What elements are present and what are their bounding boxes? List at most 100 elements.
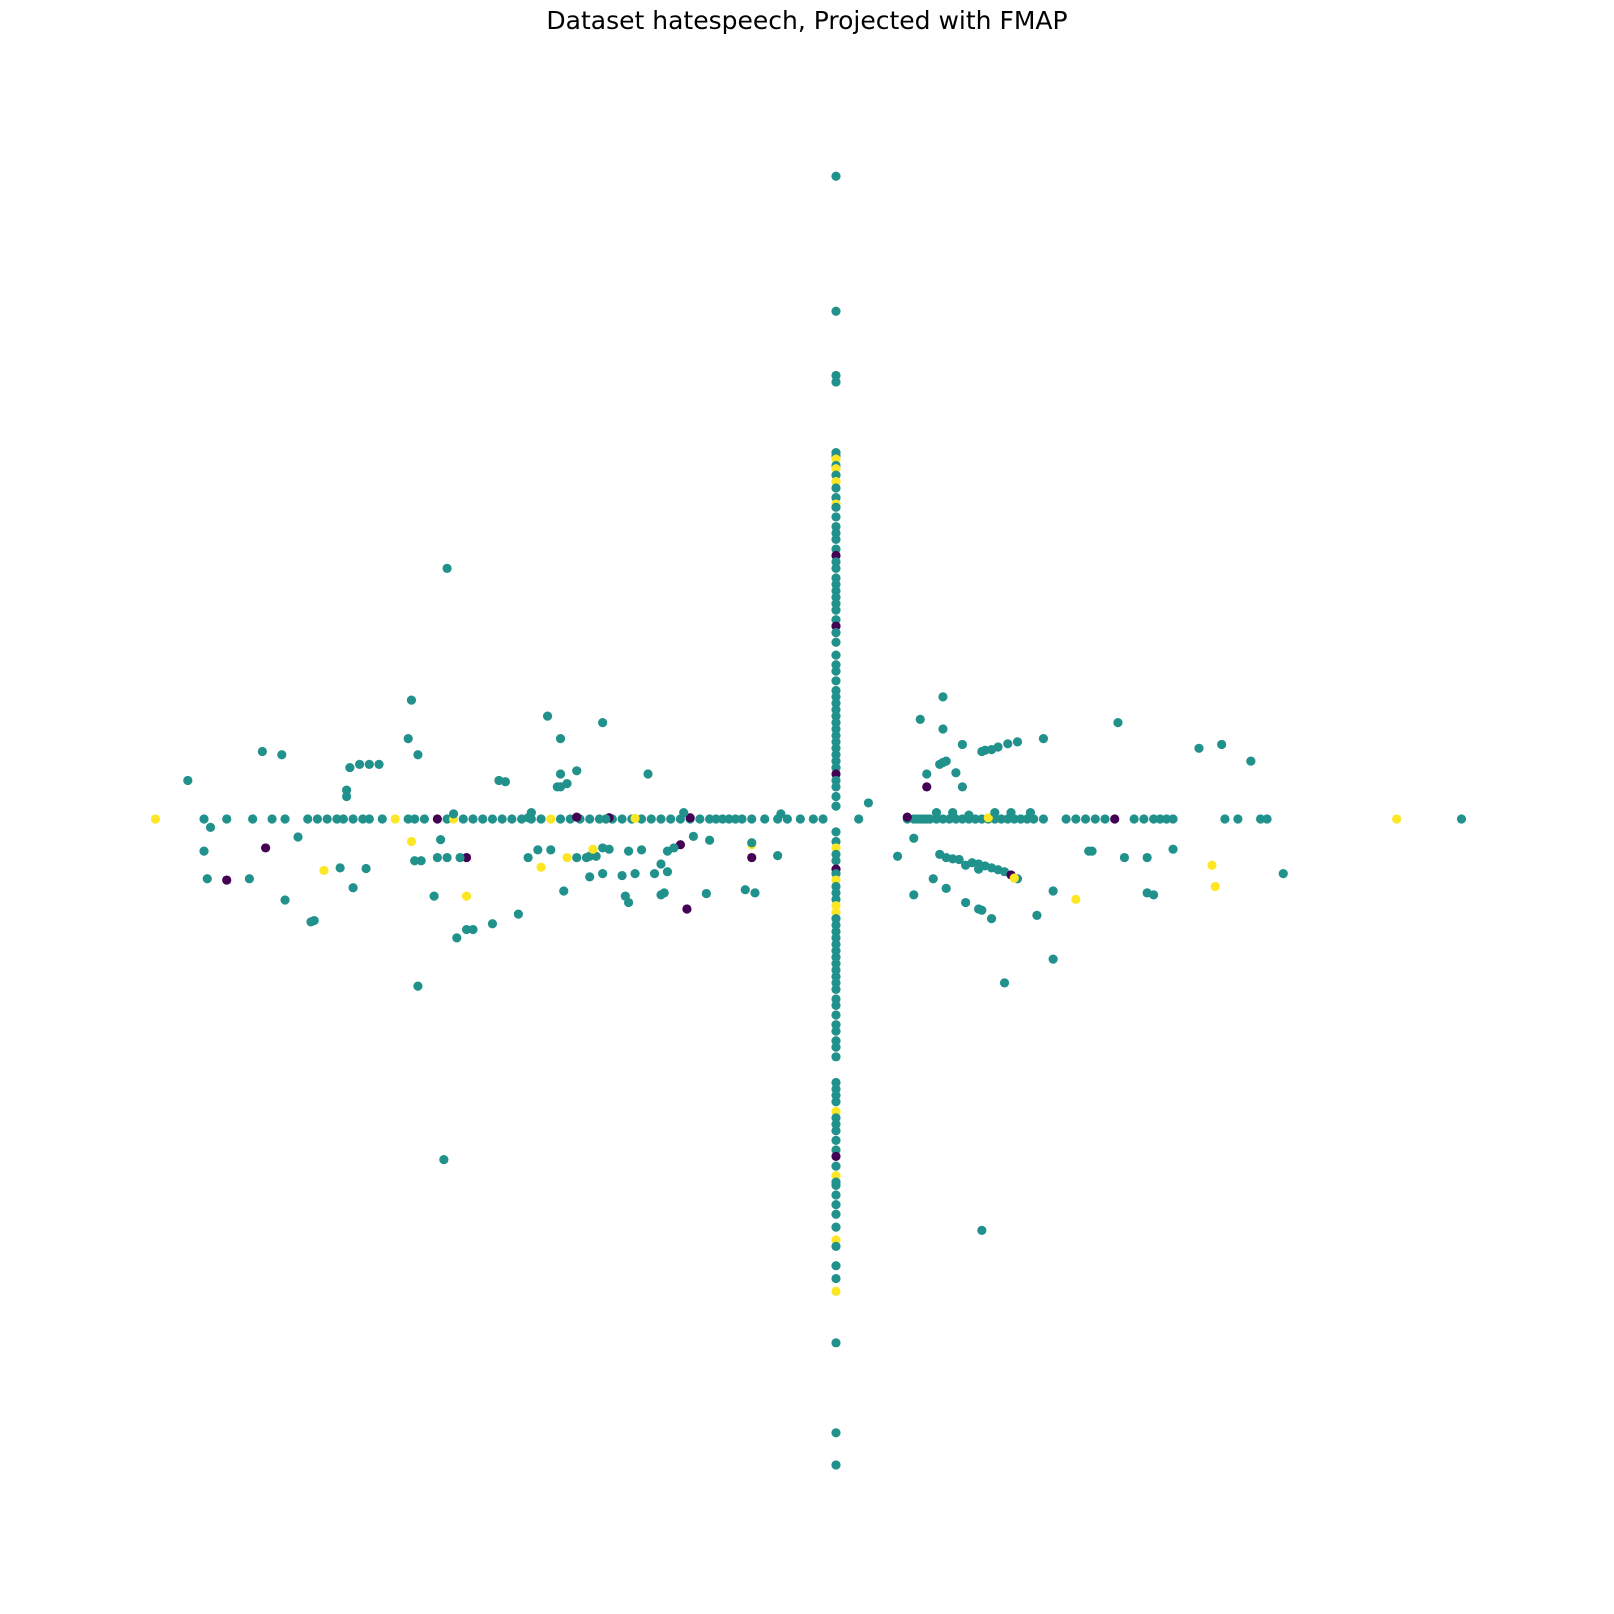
scatter-point: [1233, 814, 1243, 824]
scatter-point: [941, 883, 951, 894]
scatter-point: [205, 822, 216, 832]
scatter-point: [429, 891, 439, 901]
scatter-point: [572, 766, 582, 776]
scatter-point: [730, 814, 741, 824]
scatter-point: [202, 874, 212, 884]
scatter-point: [831, 534, 841, 545]
scatter-point: [455, 852, 465, 863]
scatter-point: [374, 759, 384, 769]
scatter-point: [938, 692, 948, 702]
scatter-point: [747, 814, 757, 824]
scatter-point: [831, 843, 841, 853]
scatter-point: [403, 814, 413, 824]
scatter-point: [1210, 881, 1220, 892]
scatter-point: [831, 1026, 841, 1036]
scatter-point: [974, 864, 984, 874]
scatter-point: [831, 1200, 841, 1210]
scatter-point: [931, 814, 942, 824]
scatter-point: [358, 814, 368, 824]
scatter-point: [1087, 846, 1097, 856]
scatter-point: [487, 814, 498, 824]
scatter-point: [831, 782, 841, 792]
scatter-point: [410, 856, 420, 866]
scatter-point: [1142, 852, 1152, 863]
scatter-point: [461, 852, 472, 863]
scatter-point: [306, 917, 316, 927]
scatter-point: [931, 807, 942, 818]
scatter-point: [199, 814, 209, 824]
scatter-point: [977, 905, 987, 915]
scatter-point: [406, 836, 417, 847]
scatter-point: [572, 812, 582, 822]
scatter-point: [348, 883, 358, 893]
scatter-point: [1129, 814, 1139, 824]
scatter-point: [831, 1222, 841, 1232]
scatter-point: [1110, 814, 1120, 824]
scatter-point: [280, 814, 290, 824]
scatter-point: [436, 834, 446, 845]
scatter-point: [831, 521, 841, 532]
scatter-point: [808, 814, 818, 824]
scatter-point: [831, 827, 841, 837]
scatter-point: [1149, 814, 1159, 824]
scatter-point: [555, 734, 566, 744]
scatter-point: [267, 814, 277, 824]
scatter-point: [410, 814, 420, 824]
scatter-point: [222, 875, 232, 885]
scatter-point: [951, 768, 961, 778]
scatter-point: [831, 1090, 841, 1100]
scatter-point: [831, 1209, 841, 1219]
scatter-point: [831, 1261, 841, 1271]
scatter-point: [1025, 807, 1036, 818]
scatter-point: [432, 814, 442, 824]
scatter-point: [831, 724, 841, 734]
scatter-point: [831, 550, 841, 561]
scatter-point: [831, 750, 841, 760]
scatter-point: [354, 759, 365, 769]
scatter-point: [1071, 894, 1081, 904]
scatter-point: [863, 798, 874, 808]
scatter-point: [222, 814, 232, 824]
scatter-point: [562, 852, 572, 863]
scatter-point: [747, 838, 757, 848]
scatter-point: [617, 814, 627, 824]
scatter-point: [630, 813, 640, 823]
scatter-point: [1016, 814, 1026, 824]
scatter-point: [831, 637, 841, 647]
scatter-point: [831, 971, 841, 982]
scatter-point: [818, 814, 828, 824]
scatter-point: [831, 939, 841, 949]
scatter-point: [649, 869, 660, 879]
scatter-point: [442, 563, 452, 573]
scatter-point: [630, 869, 640, 879]
scatter-point: [662, 867, 673, 877]
scatter-point: [831, 933, 841, 943]
scatter-point: [831, 660, 841, 670]
scatter-point: [831, 563, 841, 573]
scatter-point: [831, 171, 841, 181]
scatter-point: [831, 1190, 841, 1200]
scatter-point: [546, 814, 556, 824]
scatter-point: [585, 872, 595, 882]
scatter-point: [559, 886, 569, 896]
scatter-point: [500, 777, 511, 787]
scatter-point: [831, 1126, 841, 1136]
scatter-point: [831, 605, 841, 615]
scatter-point: [468, 924, 478, 935]
scatter-point: [711, 814, 721, 824]
scatter-point: [831, 1077, 841, 1088]
scatter-point: [831, 1106, 841, 1117]
scatter-point: [364, 814, 374, 824]
scatter-point: [831, 502, 841, 512]
chart-title: Dataset hatespeech, Projected with FMAP: [546, 6, 1068, 35]
scatter-point: [831, 650, 841, 660]
scatter-point: [390, 814, 400, 824]
scatter-point: [536, 862, 546, 872]
points-layer: [150, 171, 1467, 1470]
scatter-point: [293, 832, 303, 842]
scatter-point: [831, 557, 841, 567]
scatter-point: [261, 843, 271, 853]
scatter-point: [656, 890, 666, 900]
scatter-point: [497, 814, 507, 824]
scatter-point: [1048, 886, 1058, 896]
